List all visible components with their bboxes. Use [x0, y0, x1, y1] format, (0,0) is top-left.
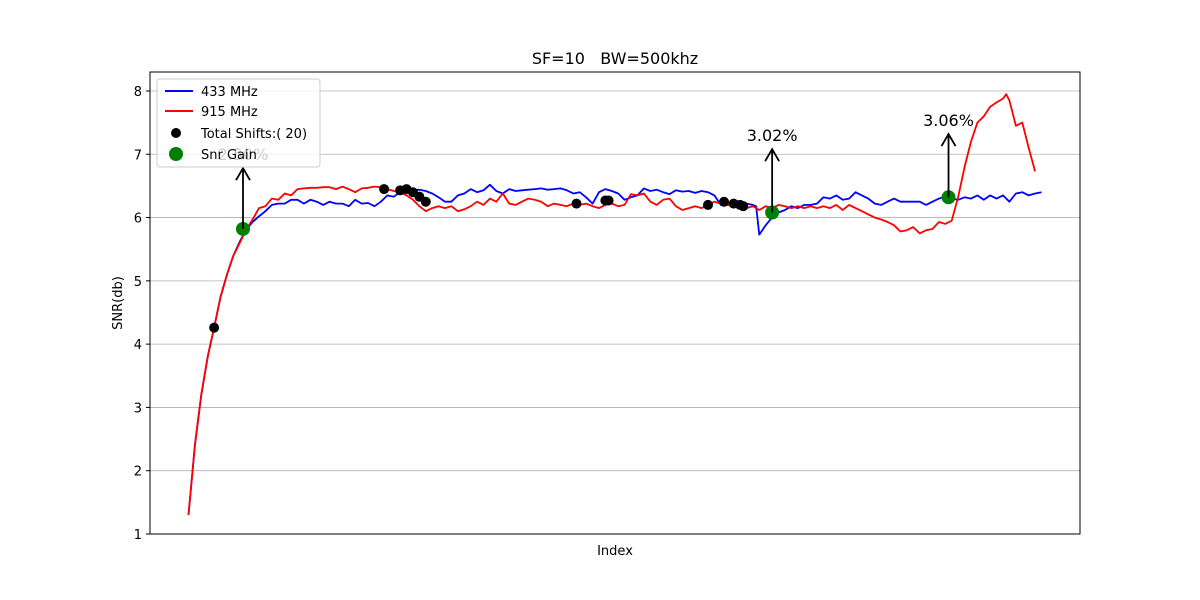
legend-marker-shifts	[171, 128, 181, 138]
shift-point	[719, 196, 730, 207]
shift-point	[603, 195, 614, 206]
annotation-label: 3.06%	[923, 111, 974, 130]
legend-label-gain: Snr Gain	[201, 148, 257, 163]
y-tick-label: 8	[134, 85, 142, 100]
y-tick-label: 7	[134, 148, 142, 163]
y-tick-label: 5	[134, 275, 142, 290]
y-axis-label: SNR(db)	[111, 276, 126, 330]
annotation-arrowhead	[235, 166, 251, 181]
y-tick-layer: 1 2 3 4 5 6 7 8	[134, 85, 150, 543]
annotation-label: 3.02%	[747, 126, 798, 145]
shift-point	[571, 198, 582, 209]
y-tick-label: 4	[134, 338, 142, 353]
legend-label-shifts: Total Shifts:( 20)	[200, 127, 307, 142]
chart-title: SF=10 BW=500khz	[532, 49, 698, 68]
marker-layer	[209, 184, 956, 333]
shift-point	[420, 196, 431, 207]
legend-label-915: 915 MHz	[201, 105, 258, 120]
plot-frame	[149, 71, 1081, 535]
y-tick-label: 3	[134, 401, 142, 416]
legend-marker-gain	[169, 147, 183, 161]
shift-point	[738, 201, 749, 212]
series-layer	[187, 93, 1042, 516]
shift-point	[379, 184, 390, 195]
legend-label-433: 433 MHz	[201, 85, 258, 100]
series-line-915	[187, 93, 1036, 516]
series-line-433	[187, 183, 1042, 516]
annotation-arrowhead	[764, 147, 780, 162]
shift-point	[703, 199, 713, 210]
shift-point	[209, 322, 220, 333]
legend: 433 MHz 915 MHz Total Shifts:( 20) Snr G…	[156, 78, 321, 168]
annotation-arrowhead	[940, 132, 957, 147]
x-axis-label: Index	[597, 544, 633, 559]
legend-box	[156, 78, 321, 168]
y-tick-label: 6	[134, 212, 142, 227]
y-tick-label: 2	[134, 465, 142, 480]
y-tick-label: 1	[134, 528, 142, 543]
